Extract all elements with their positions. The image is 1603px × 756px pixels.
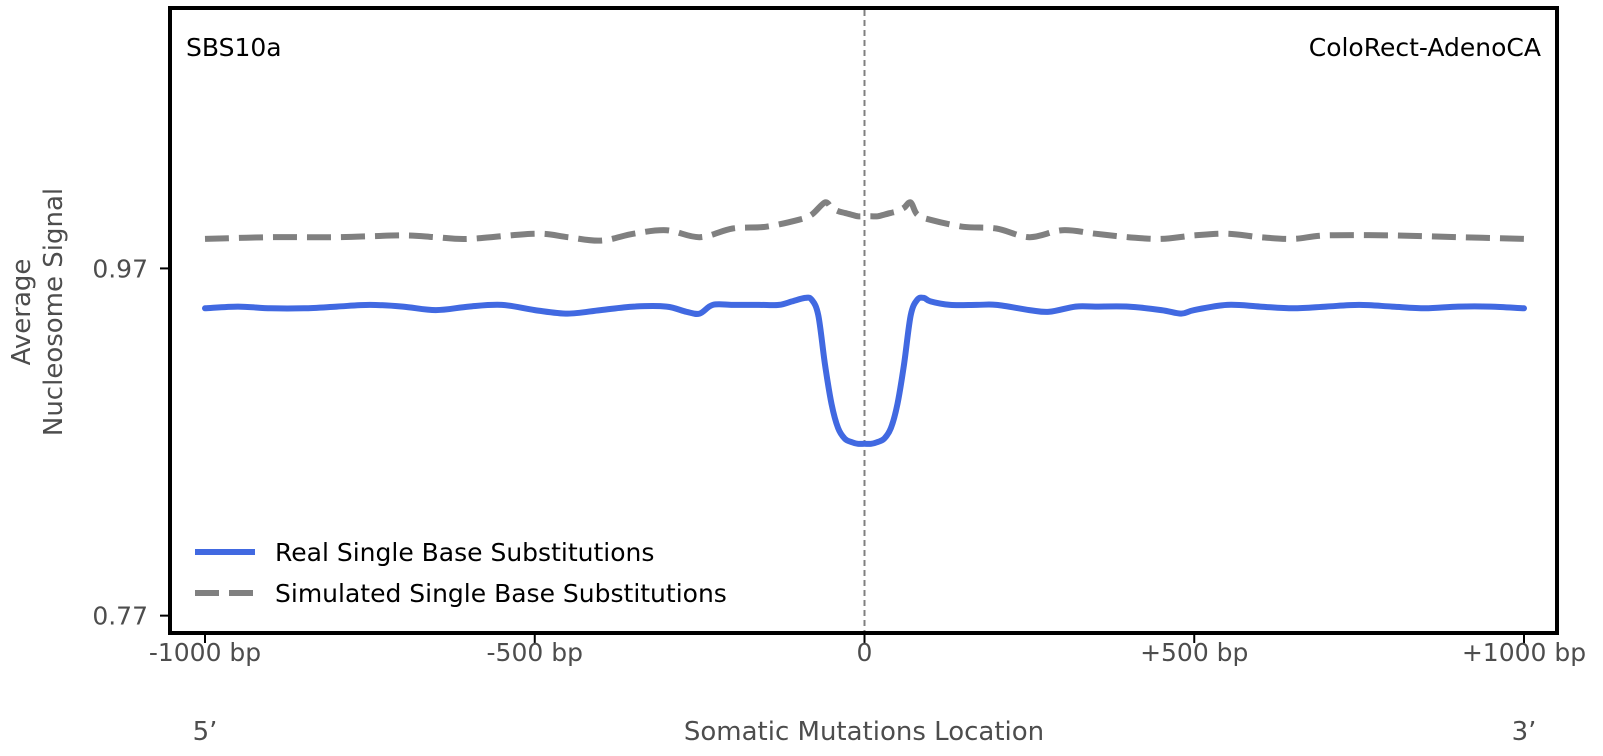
legend: Real Single Base Substitutions Simulated…	[195, 538, 727, 608]
y-tick-label: 0.77	[92, 602, 148, 631]
series-group	[202, 199, 1527, 447]
x-tick-label: -1000 bp	[149, 638, 261, 667]
series-line-simulated	[204, 199, 1525, 244]
cancer-type-label: ColoRect-AdenoCA	[1309, 33, 1541, 62]
x-tick-label: +1000 bp	[1462, 638, 1586, 667]
series-line-real	[202, 294, 1527, 447]
y-tick-label: 0.97	[92, 254, 148, 283]
three-prime-label: 3’	[1512, 717, 1537, 747]
legend-label-real: Real Single Base Substitutions	[275, 538, 654, 567]
ticks-group: -1000 bp -500 bp 0 +500 bp +1000 bp 0.97 0.77	[92, 254, 1586, 667]
signature-label: SBS10a	[186, 33, 282, 62]
y-axis-title-line1: Average	[7, 259, 37, 366]
x-tick-label: 0	[857, 638, 873, 667]
y-axis-title-line2: Nucleosome Signal	[39, 188, 69, 436]
x-tick-label: +500 bp	[1140, 638, 1248, 667]
y-axis-title: Average Nucleosome Signal	[7, 188, 69, 436]
x-tick-label: -500 bp	[487, 638, 583, 667]
x-axis-title: Somatic Mutations Location	[684, 717, 1044, 747]
five-prime-label: 5’	[193, 717, 218, 747]
legend-label-simulated: Simulated Single Base Substitutions	[275, 579, 727, 608]
